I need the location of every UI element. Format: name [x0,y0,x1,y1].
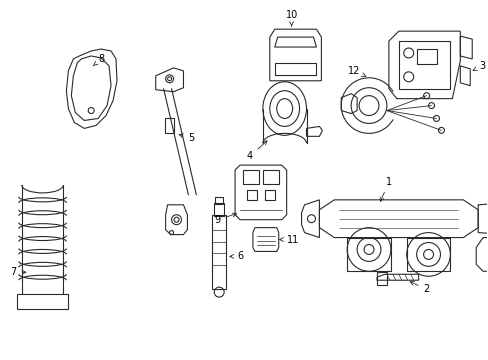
Bar [164,118,173,133]
Text: 12: 12 [347,66,365,76]
Text: 2: 2 [409,282,429,294]
Bar [376,272,386,285]
Bar [215,197,223,204]
Bar [264,190,274,200]
Text: 3: 3 [472,61,484,71]
Bar [243,170,258,184]
Text: 5: 5 [179,133,194,143]
Text: 7: 7 [11,267,26,277]
Bar [416,49,436,64]
Text: 8: 8 [93,54,104,66]
Text: 10: 10 [285,10,297,26]
Bar [246,190,256,200]
Bar [398,41,449,89]
Bar [214,203,224,216]
Bar [263,170,278,184]
Bar [212,215,225,289]
Text: 1: 1 [380,177,391,201]
Text: 9: 9 [214,213,236,225]
Bar [274,63,316,75]
Text: 4: 4 [246,141,266,161]
Text: 11: 11 [279,234,298,244]
Text: 6: 6 [229,251,243,261]
